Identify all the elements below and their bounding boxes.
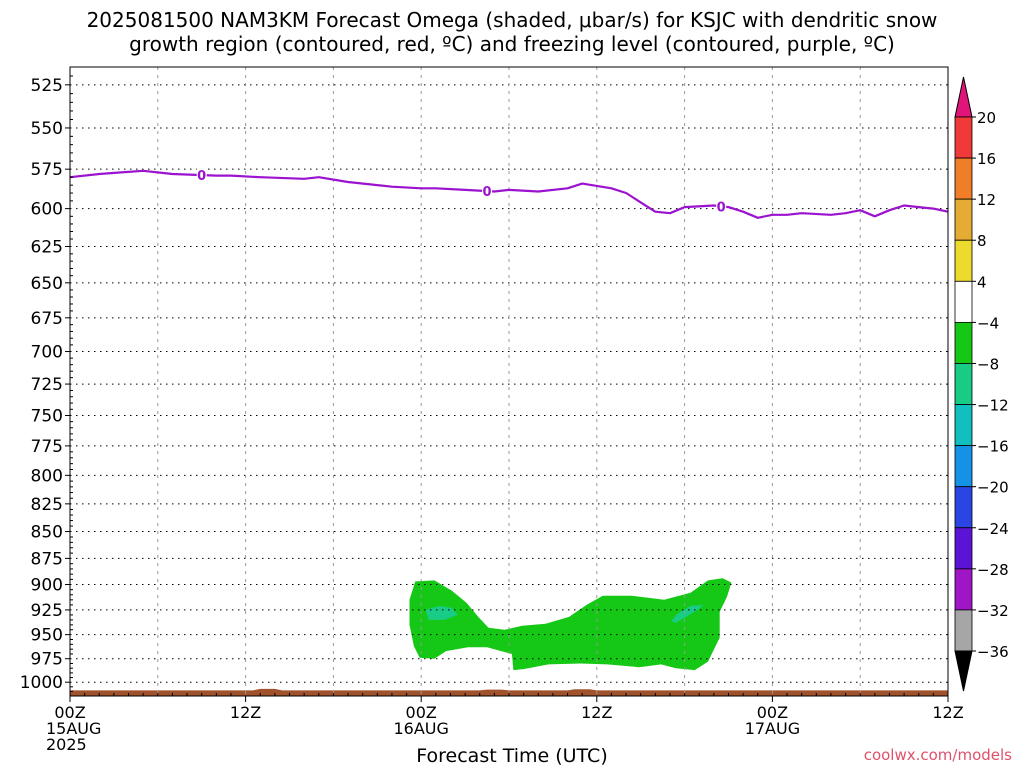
colorbar-band-6 (954, 321, 973, 364)
x-tick-label-0-0: 00Z (54, 703, 85, 722)
chart-title-line-2: growth region (contoured, red, ºC) and f… (129, 32, 895, 56)
colorbar-band-13 (954, 609, 973, 652)
y-tick-label-800: 800 (31, 466, 63, 486)
x-tick-label-0-2: 2025 (46, 735, 87, 754)
y-tick-label-575: 575 (31, 160, 63, 180)
site-credit: coolwx.com/models (863, 746, 1012, 764)
y-tick-label-650: 650 (31, 274, 63, 294)
colorbar-band-4 (954, 239, 973, 282)
y-tick-label-1000: 1000 (20, 673, 63, 693)
y-tick-label-750: 750 (31, 406, 63, 426)
colorbar-label-5: −4 (977, 314, 999, 332)
x-tick-label-48-0: 00Z (757, 703, 788, 722)
y-tick-label-850: 850 (31, 523, 63, 543)
colorbar-label-9: −20 (977, 479, 1009, 497)
y-tick-label-825: 825 (31, 495, 63, 515)
x-tick-label-12-0: 12Z (230, 703, 261, 722)
freezing-label-bg-1 (196, 168, 207, 183)
colorbar-label-8: −16 (977, 438, 1009, 456)
colorbar-band-3 (954, 198, 973, 241)
colorbar-label-13: −36 (977, 643, 1009, 661)
freezing-level-label-3: 0 (717, 200, 726, 215)
y-tick-label-600: 600 (31, 200, 63, 220)
freezing-level-label-2: 0 (483, 185, 492, 200)
colorbar-label-1: 16 (977, 150, 996, 168)
colorbar-label-12: −32 (977, 602, 1009, 620)
colorbar-band-11 (954, 527, 973, 570)
y-tick-label-775: 775 (31, 437, 63, 457)
x-axis-title: Forecast Time (UTC) (416, 745, 608, 767)
omega-region-2 (425, 605, 458, 620)
freezing-level-line (69, 169, 949, 219)
freezing-label-bg-2 (482, 184, 493, 199)
freezing-label-bg-3 (716, 199, 727, 214)
x-tick-label-24-0: 00Z (406, 703, 437, 722)
x-tick-label-0-1: 15AUG (46, 719, 101, 738)
colorbar-label-10: −24 (977, 520, 1009, 538)
y-tick-label-550: 550 (31, 119, 63, 139)
colorbar-band-8 (954, 404, 973, 447)
x-tick-label-24-1: 16AUG (393, 719, 448, 738)
colorbar-band-12 (954, 568, 973, 611)
colorbar-label-3: 8 (977, 232, 987, 250)
colorbar-under-arrow (954, 650, 973, 692)
y-tick-label-725: 725 (31, 375, 63, 395)
y-tick-label-975: 975 (31, 650, 63, 670)
y-tick-label-700: 700 (31, 343, 63, 363)
freezing-level-label-1: 0 (197, 169, 206, 184)
colorbar-over-arrow (954, 76, 973, 118)
colorbar-label-0: 20 (977, 109, 996, 127)
y-tick-label-875: 875 (31, 549, 63, 569)
colorbar-band-2 (954, 157, 973, 200)
colorbar-label-6: −8 (977, 355, 999, 373)
y-tick-label-900: 900 (31, 576, 63, 596)
colorbar-band-10 (954, 486, 973, 529)
colorbar-band-5 (954, 280, 973, 323)
colorbar-label-4: 4 (977, 273, 987, 291)
colorbar-band-9 (954, 445, 973, 488)
y-tick-label-675: 675 (31, 309, 63, 329)
omega-region-1 (409, 578, 732, 671)
colorbar-label-7: −12 (977, 397, 1009, 415)
y-tick-label-925: 925 (31, 601, 63, 621)
y-tick-label-950: 950 (31, 626, 63, 646)
x-tick-label-48-1: 17AUG (745, 719, 800, 738)
chart-title-line-1: 2025081500 NAM3KM Forecast Omega (shaded… (86, 8, 938, 32)
x-tick-label-60-0: 12Z (932, 703, 963, 722)
colorbar-band-7 (954, 363, 973, 405)
colorbar-label-11: −28 (977, 561, 1009, 579)
y-tick-label-525: 525 (31, 76, 63, 96)
x-tick-label-36-0: 12Z (581, 703, 612, 722)
colorbar-label-2: 12 (977, 191, 996, 209)
y-tick-label-625: 625 (31, 237, 63, 257)
omega-region-3 (671, 604, 704, 623)
colorbar-band-1 (954, 116, 973, 159)
